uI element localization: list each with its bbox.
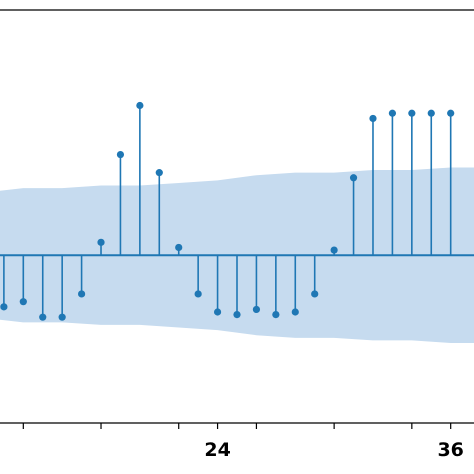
stem-marker xyxy=(116,150,125,159)
stem-marker xyxy=(408,109,416,117)
stem-marker xyxy=(19,298,27,306)
stem-layer xyxy=(0,101,455,321)
stem-marker xyxy=(311,290,319,298)
stem-marker xyxy=(291,308,299,316)
stem-marker xyxy=(213,308,222,316)
stem-marker xyxy=(97,238,105,246)
stem-marker xyxy=(58,313,66,321)
stem-marker xyxy=(233,310,241,319)
axis-layer: 24 36 xyxy=(0,9,474,461)
stem-marker xyxy=(175,243,183,252)
x-tick-label: 24 xyxy=(204,439,230,461)
stem-marker xyxy=(447,109,455,117)
x-tick-label: 36 xyxy=(437,439,463,461)
stem-marker xyxy=(349,174,358,182)
stem-marker xyxy=(0,303,8,311)
stem-marker xyxy=(39,313,47,321)
stem-marker xyxy=(252,305,261,314)
stem-marker xyxy=(427,109,435,117)
stem-marker xyxy=(77,290,86,298)
stem-marker xyxy=(194,290,202,298)
stem-marker xyxy=(330,246,338,254)
stem-marker xyxy=(272,310,280,319)
stem-marker xyxy=(388,109,397,117)
stem-marker xyxy=(155,169,163,177)
stem-marker xyxy=(369,114,377,123)
stem-marker xyxy=(136,101,144,110)
